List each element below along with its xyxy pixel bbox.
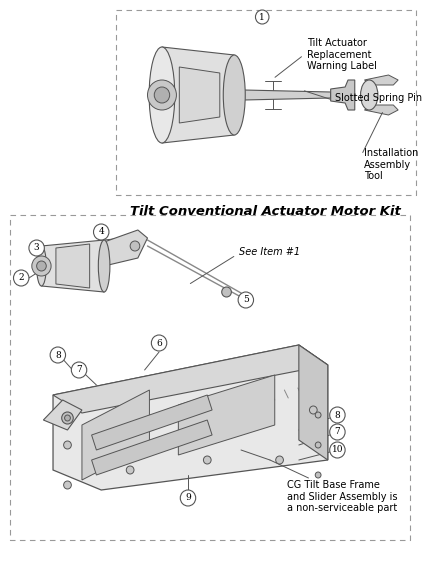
Circle shape — [130, 241, 140, 251]
Circle shape — [256, 10, 269, 24]
Circle shape — [203, 456, 211, 464]
Polygon shape — [82, 390, 150, 480]
Circle shape — [330, 442, 345, 458]
Polygon shape — [53, 345, 328, 490]
Circle shape — [62, 412, 73, 424]
Circle shape — [238, 292, 253, 308]
Ellipse shape — [149, 47, 175, 143]
Circle shape — [151, 335, 167, 351]
Text: 8: 8 — [334, 411, 340, 420]
Circle shape — [276, 456, 283, 464]
Text: 7: 7 — [334, 428, 340, 437]
Circle shape — [315, 472, 321, 478]
Circle shape — [315, 442, 321, 448]
Polygon shape — [92, 395, 212, 450]
Text: 7: 7 — [76, 365, 82, 374]
Polygon shape — [92, 420, 212, 475]
Circle shape — [222, 287, 231, 297]
Polygon shape — [331, 80, 355, 110]
Circle shape — [32, 256, 51, 276]
Polygon shape — [104, 230, 147, 266]
Text: 10: 10 — [332, 446, 343, 455]
Circle shape — [29, 240, 44, 256]
Text: 2: 2 — [18, 274, 24, 283]
Text: 3: 3 — [34, 244, 40, 253]
Text: 5: 5 — [243, 296, 249, 305]
Circle shape — [65, 415, 70, 421]
Text: Tilt Actuator
Replacement
Warning Label: Tilt Actuator Replacement Warning Label — [307, 38, 377, 71]
Ellipse shape — [37, 246, 46, 286]
Polygon shape — [44, 400, 82, 430]
Text: 9: 9 — [185, 494, 191, 503]
Text: Installation
Assembly
Tool: Installation Assembly Tool — [364, 148, 419, 181]
Text: See Item #1: See Item #1 — [239, 247, 300, 257]
Text: 6: 6 — [156, 338, 162, 347]
Polygon shape — [299, 345, 328, 460]
Ellipse shape — [98, 240, 110, 292]
Text: Slotted Spring Pin: Slotted Spring Pin — [335, 93, 422, 103]
Circle shape — [309, 406, 317, 414]
Circle shape — [14, 270, 29, 286]
Circle shape — [37, 261, 46, 271]
Circle shape — [180, 490, 196, 506]
Polygon shape — [364, 105, 398, 115]
Text: 1: 1 — [259, 12, 265, 21]
Circle shape — [64, 481, 71, 489]
Circle shape — [50, 347, 66, 363]
Circle shape — [330, 407, 345, 423]
Polygon shape — [53, 345, 328, 413]
Polygon shape — [178, 375, 275, 455]
Polygon shape — [244, 90, 331, 100]
Text: 8: 8 — [55, 350, 61, 359]
Circle shape — [315, 412, 321, 418]
Polygon shape — [41, 240, 104, 292]
Polygon shape — [180, 67, 220, 123]
Polygon shape — [56, 244, 90, 288]
Circle shape — [64, 441, 71, 449]
Circle shape — [94, 224, 109, 240]
Text: CG Tilt Base Frame
and Slider Assembly is
a non-serviceable part: CG Tilt Base Frame and Slider Assembly i… — [287, 480, 398, 513]
Circle shape — [154, 87, 170, 103]
Polygon shape — [364, 75, 398, 85]
Ellipse shape — [223, 55, 245, 135]
Text: 4: 4 — [99, 227, 104, 236]
Circle shape — [126, 466, 134, 474]
Polygon shape — [162, 47, 234, 143]
Text: Tilt Conventional Actuator Motor Kit: Tilt Conventional Actuator Motor Kit — [130, 205, 400, 218]
Ellipse shape — [360, 80, 378, 110]
Circle shape — [71, 362, 87, 378]
Circle shape — [147, 80, 176, 110]
Circle shape — [330, 424, 345, 440]
